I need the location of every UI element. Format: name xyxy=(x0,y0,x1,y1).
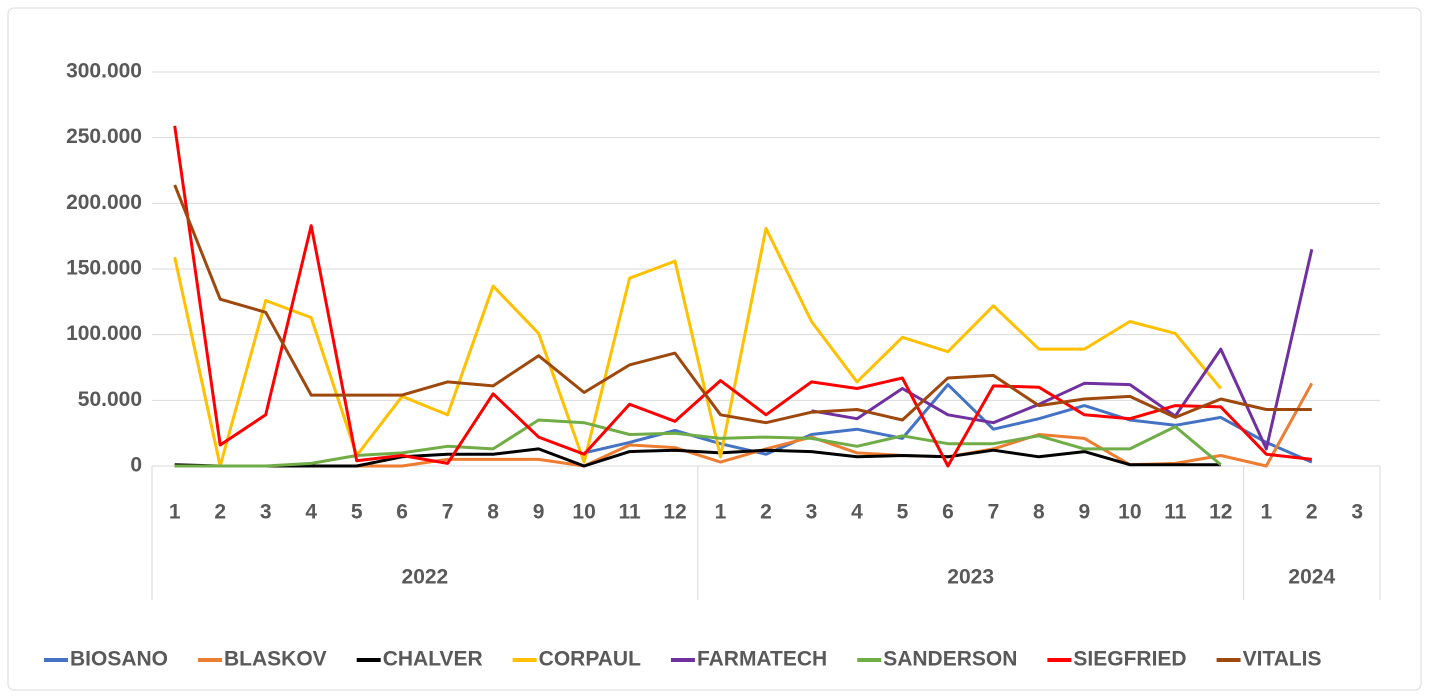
y-tick-label: 300.000 xyxy=(66,60,142,83)
legend-label: SIEGFRIED xyxy=(1073,648,1186,671)
legend-label: CORPAUL xyxy=(539,648,641,671)
x-tick-label: 7 xyxy=(442,501,454,524)
x-tick-label: 2 xyxy=(1306,501,1318,524)
legend-label: FARMATECH xyxy=(697,648,827,671)
series-line xyxy=(174,382,1314,468)
y-tick-label: 200.000 xyxy=(66,191,142,214)
x-tick-label: 12 xyxy=(663,501,686,524)
y-tick-label: 50.000 xyxy=(78,388,142,411)
x-tick-label: 4 xyxy=(851,501,863,524)
x-tick-label: 1 xyxy=(715,501,727,524)
y-tick-label: 0 xyxy=(130,454,142,477)
series-line xyxy=(173,184,1312,425)
x-tick-label: 1 xyxy=(169,501,181,524)
x-tick-label: 9 xyxy=(533,501,545,524)
x-tick-label: 11 xyxy=(618,501,641,524)
x-tick-label: 11 xyxy=(1164,501,1187,524)
group-label: 2024 xyxy=(1288,566,1335,589)
series-line xyxy=(173,226,1222,468)
x-tick-label: 5 xyxy=(351,501,363,524)
series-line xyxy=(583,383,1313,464)
x-tick-label: 1 xyxy=(1260,501,1272,524)
legend-label: BLASKOV xyxy=(224,648,327,671)
legend-label: VITALIS xyxy=(1243,648,1322,671)
series-line xyxy=(173,125,1312,468)
legend-label: BIOSANO xyxy=(70,648,168,671)
x-tick-label: 3 xyxy=(260,501,272,524)
x-tick-label: 8 xyxy=(1033,501,1045,524)
x-tick-label: 4 xyxy=(305,501,317,524)
legend-label: CHALVER xyxy=(383,648,483,671)
chart-border xyxy=(7,7,1422,691)
y-tick-label: 250.000 xyxy=(66,125,142,148)
legend-label: SANDERSON xyxy=(883,648,1017,671)
x-tick-label: 10 xyxy=(572,501,595,524)
x-tick-label: 7 xyxy=(988,501,1000,524)
x-tick-label: 9 xyxy=(1079,501,1091,524)
x-tick-label: 3 xyxy=(806,501,818,524)
x-tick-label: 8 xyxy=(487,501,499,524)
series-line xyxy=(174,447,1221,468)
x-tick-label: 6 xyxy=(942,501,954,524)
x-tick-label: 2 xyxy=(760,501,772,524)
x-tick-label: 10 xyxy=(1118,501,1141,524)
group-label: 2022 xyxy=(402,566,449,589)
x-tick-label: 12 xyxy=(1209,501,1232,524)
y-tick-label: 150.000 xyxy=(66,257,142,280)
x-tick-label: 6 xyxy=(396,501,408,524)
x-tick-label: 2 xyxy=(214,501,226,524)
x-tick-label: 3 xyxy=(1351,501,1363,524)
y-tick-label: 100.000 xyxy=(66,322,142,345)
series-line xyxy=(174,418,1222,468)
x-tick-label: 5 xyxy=(897,501,909,524)
series-line xyxy=(811,248,1314,451)
group-label: 2023 xyxy=(947,566,994,589)
